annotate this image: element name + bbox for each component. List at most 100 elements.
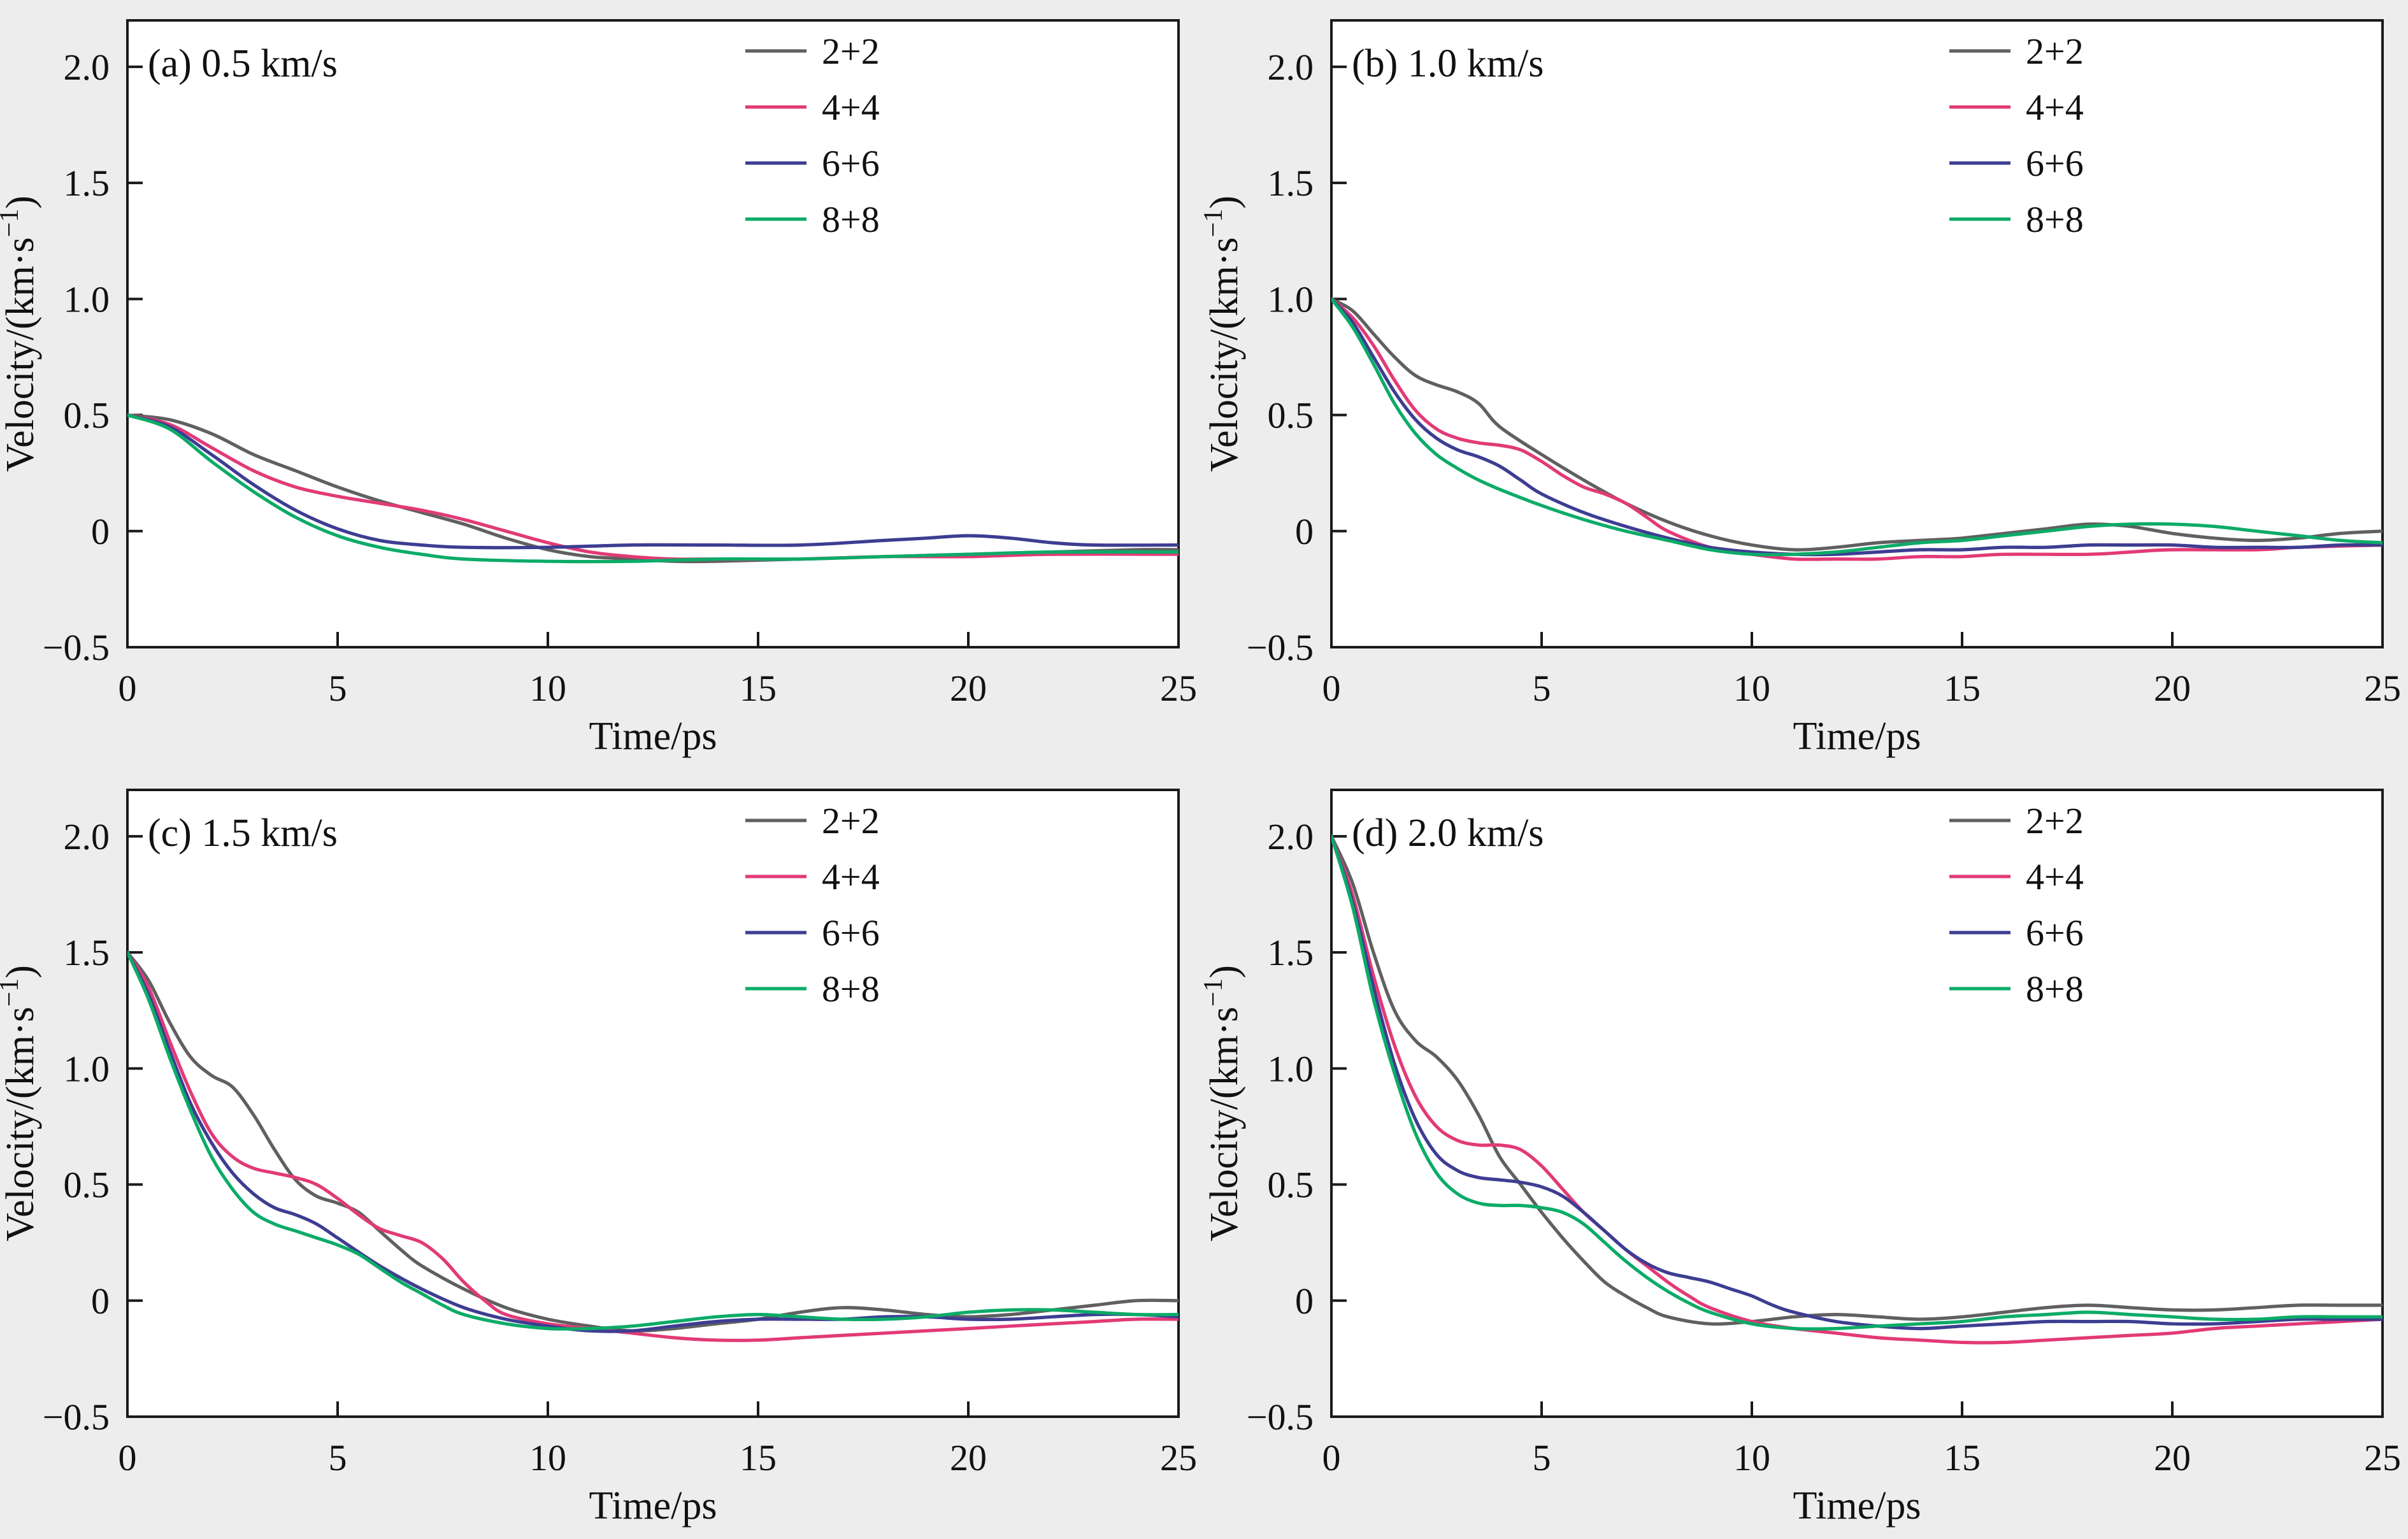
y-tick-label: 1.5 [1268, 932, 1314, 973]
legend-label: 6+6 [822, 912, 880, 954]
y-tick-label: 1.5 [64, 162, 110, 204]
y-axis: −0.5 0 0.5 1.0 1.5 2.0 [43, 816, 143, 1438]
plot-frame [126, 19, 1180, 648]
y-axis-title: Velocity/(km·s−1) [1204, 965, 1246, 1242]
y-axis: −0.5 0 0.5 1.0 1.5 2.0 [1247, 47, 1347, 668]
x-tick-label: 5 [1533, 1437, 1551, 1478]
x-axis-title: Time/ps [589, 715, 717, 758]
legend: 2+2 4+4 6+6 8+8 [745, 31, 880, 240]
x-tick-label: 20 [950, 1437, 987, 1478]
x-axis-title: Time/ps [1793, 715, 1921, 758]
y-tick-label: 0 [91, 1280, 110, 1322]
series-group [1331, 297, 2383, 561]
y-axis-title: Velocity/(km·s−1) [0, 196, 42, 472]
y-tick-label: 2.0 [1268, 816, 1314, 857]
y-tick-label: 2.0 [64, 816, 110, 857]
panel-label: (a) 0.5 km/s [148, 42, 338, 85]
x-axis: 0 5 10 15 20 25 [1322, 632, 2401, 709]
y-tick-label: 1.5 [64, 932, 110, 973]
y-tick-label: 1.0 [1268, 1048, 1314, 1089]
chart-panel-d: 0 5 10 15 20 25−0.500.51.01.52.0Time/psVeloci… [1204, 789, 2401, 1528]
legend-label: 2+2 [2026, 800, 2084, 841]
x-tick-label: 5 [329, 668, 347, 709]
legend-label: 8+8 [822, 968, 880, 1010]
series-group [127, 413, 1179, 564]
y-axis-title: Velocity/(km·s−1) [0, 965, 42, 1242]
x-tick-label: 20 [2154, 1437, 2191, 1478]
series-line-3 [127, 413, 1179, 550]
x-tick-label: 25 [1160, 668, 1197, 709]
x-tick-label: 15 [1944, 1437, 1981, 1478]
y-tick-label: 0 [1295, 511, 1314, 552]
x-tick-label: 10 [1733, 1437, 1770, 1478]
y-tick-label: 0.5 [1268, 1164, 1314, 1206]
y-tick-label: 0 [91, 511, 110, 552]
x-tick-label: 5 [329, 1437, 347, 1478]
y-tick-label: 1.5 [1268, 162, 1314, 204]
y-tick-label: 2.0 [1268, 47, 1314, 88]
x-tick-label: 10 [1733, 668, 1770, 709]
legend-label: 2+2 [822, 800, 880, 841]
series-line-4 [1331, 834, 2383, 1331]
x-tick-label: 15 [1944, 668, 1981, 709]
x-tick-label: 20 [2154, 668, 2191, 709]
series-line-4 [1331, 297, 2383, 557]
legend: 2+2 4+4 6+6 8+8 [1949, 800, 2084, 1010]
series-group [1331, 834, 2383, 1345]
series-line-3 [1331, 834, 2383, 1331]
plot-frame [1330, 789, 2384, 1418]
y-tick-label: 0.5 [64, 395, 110, 436]
series-line-2 [127, 950, 1179, 1342]
plot-frame [1330, 19, 2384, 648]
y-tick-label: 1.0 [64, 1048, 110, 1089]
y-tick-label: 0 [1295, 1280, 1314, 1322]
y-tick-label: 2.0 [64, 47, 110, 88]
legend-label: 4+4 [822, 856, 880, 898]
series-line-2 [1331, 297, 2383, 561]
series-line-2 [1331, 834, 2383, 1345]
series-line-4 [127, 950, 1179, 1331]
y-tick-label: −0.5 [43, 1396, 110, 1438]
panel-label: (c) 1.5 km/s [148, 812, 338, 855]
legend-label: 8+8 [822, 199, 880, 240]
y-tick-label: 1.0 [1268, 278, 1314, 320]
legend-label: 4+4 [2026, 856, 2084, 898]
legend-label: 6+6 [822, 143, 880, 184]
panel-label: (b) 1.0 km/s [1352, 42, 1544, 85]
x-axis-title: Time/ps [589, 1484, 717, 1528]
legend: 2+2 4+4 6+6 8+8 [745, 800, 880, 1010]
x-tick-label: 5 [1533, 668, 1551, 709]
x-axis: 0 5 10 15 20 25 [1322, 1401, 2401, 1478]
legend-label: 2+2 [2026, 31, 2084, 72]
series-line-1 [127, 950, 1179, 1333]
x-axis: 0 5 10 15 20 25 [118, 1401, 1197, 1478]
series-line-3 [127, 950, 1179, 1333]
plot-frame [126, 789, 1180, 1418]
series-line-4 [127, 413, 1179, 564]
legend: 2+2 4+4 6+6 8+8 [1949, 31, 2084, 240]
x-tick-label: 25 [1160, 1437, 1197, 1478]
chart-panel-a: 0 5 10 15 20 25−0.500.51.01.52.0Time/psVeloci… [0, 19, 1197, 758]
y-tick-label: −0.5 [43, 627, 110, 668]
legend-label: 4+4 [2026, 87, 2084, 128]
x-tick-label: 20 [950, 668, 987, 709]
x-tick-label: 25 [2364, 1437, 2401, 1478]
y-axis: −0.5 0 0.5 1.0 1.5 2.0 [43, 47, 143, 668]
x-tick-label: 15 [740, 668, 777, 709]
panel-label: (d) 2.0 km/s [1352, 812, 1544, 855]
y-axis-title: Velocity/(km·s−1) [1204, 196, 1246, 472]
x-tick-label: 25 [2364, 668, 2401, 709]
x-axis-title: Time/ps [1793, 1484, 1921, 1528]
legend-label: 8+8 [2026, 199, 2084, 240]
x-tick-label: 10 [529, 1437, 566, 1478]
y-tick-label: 1.0 [64, 278, 110, 320]
x-tick-label: 15 [740, 1437, 777, 1478]
series-group [127, 950, 1179, 1342]
y-axis: −0.5 0 0.5 1.0 1.5 2.0 [1247, 816, 1347, 1438]
x-tick-label: 0 [118, 1437, 137, 1478]
legend-label: 6+6 [2026, 912, 2084, 954]
series-line-1 [1331, 297, 2383, 552]
y-tick-label: 0.5 [64, 1164, 110, 1206]
chart-panel-b: 0 5 10 15 20 25−0.500.51.01.52.0Time/psVeloci… [1204, 19, 2401, 758]
